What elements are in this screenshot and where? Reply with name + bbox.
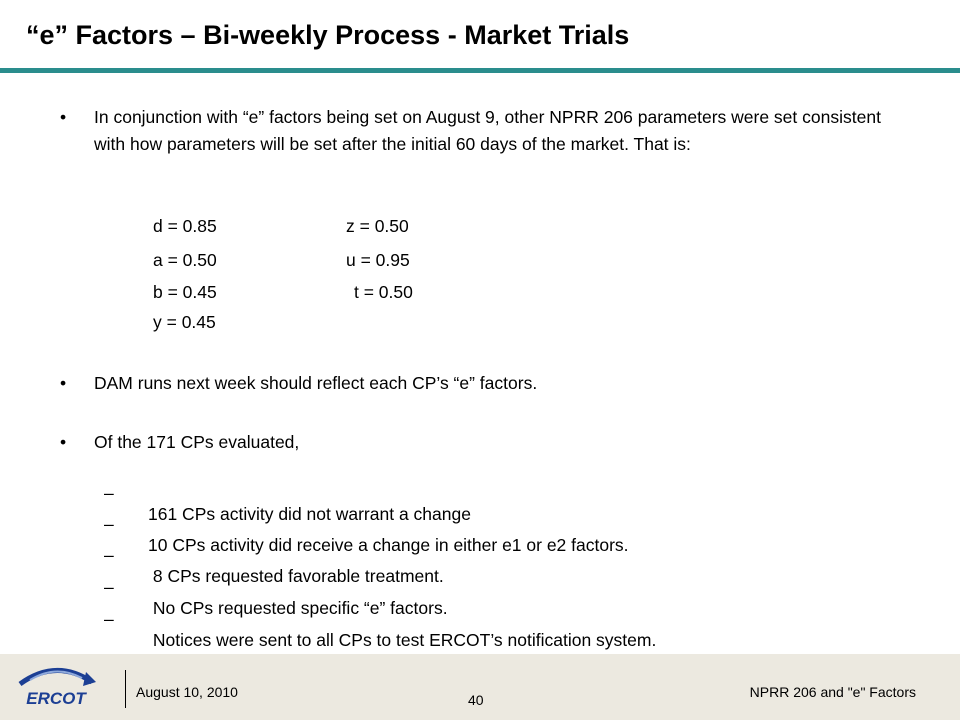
footer-date: August 10, 2010	[136, 684, 238, 700]
parameter-u: u = 0.95	[346, 250, 410, 270]
sub-dash: –	[104, 514, 114, 534]
bullet-text: In conjunction with “e” factors being se…	[94, 107, 881, 154]
sub-item: – 10 CPs activity did receive a change i…	[104, 493, 629, 577]
bullet-glyph: •	[60, 107, 67, 127]
sub-dash: –	[104, 483, 114, 503]
logo-text: ERCOT	[26, 689, 87, 708]
sub-item: – 8 CPs requested favorable treatment.	[104, 524, 444, 608]
sub-text: 161 CPs activity did not warrant a chang…	[148, 504, 471, 524]
parameter-b: b = 0.45	[153, 282, 217, 302]
slide-title: “e” Factors – Bi-weekly Process - Market…	[26, 20, 630, 50]
bullet-text: Of the 171 CPs evaluated,	[94, 432, 300, 452]
parameter-t: t = 0.50	[354, 282, 413, 302]
sub-item: – Notices were sent to all CPs to test E…	[104, 588, 656, 672]
footer-topic: NPRR 206 and "e" Factors	[749, 684, 916, 700]
parameter-y: y = 0.45	[153, 312, 216, 332]
bullet-text: DAM runs next week should reflect each C…	[94, 373, 538, 393]
sub-text: No CPs requested specific “e” factors.	[148, 598, 448, 618]
sub-dash: –	[104, 545, 114, 565]
sub-text: Notices were sent to all CPs to test ERC…	[148, 630, 657, 650]
ercot-logo: ERCOT	[18, 668, 96, 708]
sub-text: 8 CPs requested favorable treatment.	[148, 566, 444, 586]
parameter-d: d = 0.85	[153, 216, 217, 236]
page-number: 40	[468, 692, 484, 708]
sub-item: – 161 CPs activity did not warrant a cha…	[104, 462, 471, 546]
bullet-glyph: •	[60, 373, 67, 393]
parameter-z: z = 0.50	[346, 216, 409, 236]
sub-item: – No CPs requested specific “e” factors.	[104, 556, 448, 640]
slide-footer: ERCOT August 10, 2010 40 NPRR 206 and "e…	[0, 654, 960, 720]
parameter-a: a = 0.50	[153, 250, 217, 270]
footer-divider	[125, 670, 126, 708]
bullet-glyph: •	[60, 432, 67, 452]
title-divider	[0, 68, 960, 73]
sub-text: 10 CPs activity did receive a change in …	[148, 535, 629, 555]
sub-dash: –	[104, 577, 114, 597]
sub-dash: –	[104, 609, 114, 629]
